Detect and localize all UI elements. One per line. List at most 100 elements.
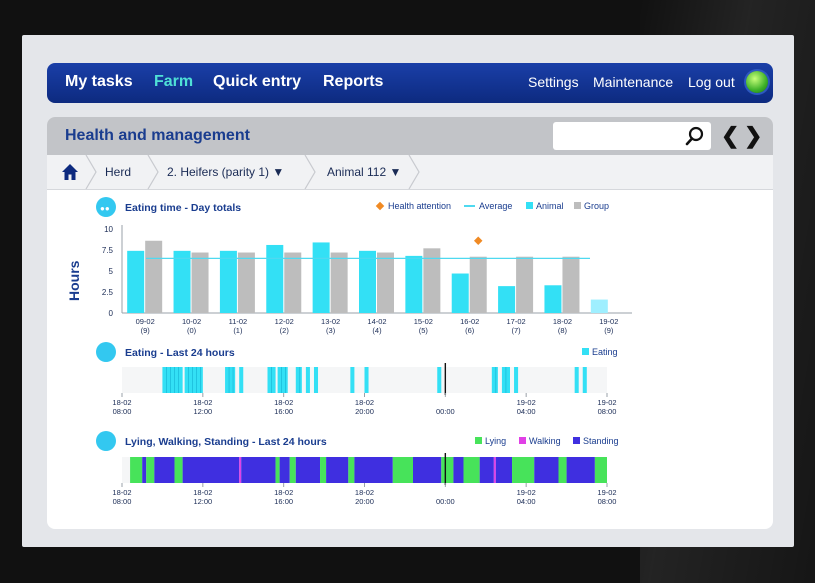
time-tick-date: 18-02 xyxy=(355,398,374,407)
x-tick-label: 09-02 xyxy=(136,317,155,326)
activity-segment-lying[interactable] xyxy=(146,457,155,483)
activity-segment-lying[interactable] xyxy=(174,457,183,483)
animal-bar[interactable] xyxy=(312,242,330,313)
y-tick-label: 5 xyxy=(109,267,114,276)
eating-day-bars xyxy=(127,236,608,313)
time-tick-time: 12:00 xyxy=(193,497,212,506)
activity-segment-lying[interactable] xyxy=(558,457,567,483)
animal-bar[interactable] xyxy=(498,286,516,313)
activity-segment-lying[interactable] xyxy=(441,457,454,483)
eating-segment[interactable] xyxy=(277,367,288,393)
search-icon[interactable] xyxy=(685,126,705,146)
animal-bar[interactable] xyxy=(544,285,562,313)
activity-segment-standing[interactable] xyxy=(453,457,464,483)
legend-health-attention: Health attention xyxy=(375,201,451,211)
x-tick-label: 17-02 xyxy=(506,317,525,326)
y-tick-label: 7.5 xyxy=(102,246,114,255)
activity-segment-standing[interactable] xyxy=(154,457,175,483)
animal-bar[interactable] xyxy=(359,250,376,313)
breadcrumb-herd[interactable]: Herd xyxy=(105,165,132,179)
health-attention-marker[interactable] xyxy=(473,236,483,246)
group-bar[interactable] xyxy=(145,240,163,313)
group-bar[interactable] xyxy=(423,248,441,313)
home-icon[interactable] xyxy=(61,163,79,181)
nav-farm[interactable]: Farm xyxy=(154,73,194,90)
group-bar[interactable] xyxy=(330,252,348,313)
time-tick-time: 12:00 xyxy=(193,407,212,416)
activity-segment-lying[interactable] xyxy=(275,457,280,483)
activity-segment-lying[interactable] xyxy=(512,457,535,483)
animal-bar[interactable] xyxy=(590,299,608,313)
group-bar[interactable] xyxy=(237,252,255,313)
activity-segment-walking[interactable] xyxy=(493,457,496,483)
eating-segment[interactable] xyxy=(514,367,519,393)
activity-segment-standing[interactable] xyxy=(182,457,240,483)
cow-icon xyxy=(96,197,116,217)
time-tick-date: 18-02 xyxy=(193,398,212,407)
eating-segment[interactable] xyxy=(574,367,579,393)
time-tick-time: 04:00 xyxy=(517,407,536,416)
activity-segment-standing[interactable] xyxy=(295,457,321,483)
breadcrumb-separator xyxy=(147,155,159,189)
animal-bar[interactable] xyxy=(127,250,145,313)
activity-segment-standing[interactable] xyxy=(413,457,442,483)
activity-segment-lying[interactable] xyxy=(348,457,355,483)
nav-quick-entry[interactable]: Quick entry xyxy=(213,73,302,90)
search-input[interactable] xyxy=(553,122,711,150)
nav-log-out[interactable]: Log out xyxy=(688,74,735,90)
activity-segment-lying[interactable] xyxy=(392,457,413,483)
animal-bar[interactable] xyxy=(405,255,423,313)
group-bar[interactable] xyxy=(284,252,302,313)
eating-segment[interactable] xyxy=(364,367,369,393)
eating-segment[interactable] xyxy=(239,367,244,393)
eating-segment[interactable] xyxy=(295,367,302,393)
breadcrumb-animal-dropdown[interactable]: Animal 112 ▼ xyxy=(327,165,402,179)
activity-segment-lying[interactable] xyxy=(594,457,607,483)
eating-segment[interactable] xyxy=(313,367,319,393)
previous-arrow-icon[interactable]: ❮ xyxy=(721,123,740,148)
group-bar[interactable] xyxy=(377,252,394,313)
eating-segment[interactable] xyxy=(184,367,203,393)
animal-bar[interactable] xyxy=(451,273,469,313)
time-tick-time: 08:00 xyxy=(598,497,617,506)
y-tick-label: 0 xyxy=(109,309,114,318)
animal-bar[interactable] xyxy=(173,250,191,313)
nav-maintenance[interactable]: Maintenance xyxy=(593,74,674,90)
breadcrumb-heifers-dropdown[interactable]: 2. Heifers (parity 1) ▼ xyxy=(167,165,285,179)
activity-segment-standing[interactable] xyxy=(279,457,290,483)
eating-segment[interactable] xyxy=(225,367,236,393)
breadcrumb-separator xyxy=(85,155,97,189)
activity-segment-lying[interactable] xyxy=(130,457,143,483)
breadcrumb-separator xyxy=(408,155,420,189)
group-bar[interactable] xyxy=(562,256,580,313)
activity-segment-lying[interactable] xyxy=(320,457,327,483)
activity-segment-lying[interactable] xyxy=(289,457,296,483)
activity-segment-walking[interactable] xyxy=(239,457,242,483)
next-arrow-icon[interactable]: ❯ xyxy=(744,123,763,148)
time-tick-date: 18-02 xyxy=(274,488,293,497)
activity-segment-standing[interactable] xyxy=(142,457,147,483)
activity-segment-standing[interactable] xyxy=(354,457,393,483)
nav-reports[interactable]: Reports xyxy=(323,73,384,90)
eating-segment[interactable] xyxy=(582,367,587,393)
activity-segment-standing[interactable] xyxy=(326,457,349,483)
activity-segment-standing[interactable] xyxy=(566,457,595,483)
nav-my-tasks[interactable]: My tasks xyxy=(65,73,133,90)
eating-segment[interactable] xyxy=(491,367,498,393)
activity-segment-lying[interactable] xyxy=(463,457,480,483)
activity-segment-standing[interactable] xyxy=(241,457,276,483)
group-bar[interactable] xyxy=(191,252,209,313)
group-bar[interactable] xyxy=(516,256,534,313)
activity-segment-standing[interactable] xyxy=(479,457,494,483)
animal-bar[interactable] xyxy=(219,250,237,313)
nav-settings[interactable]: Settings xyxy=(528,74,579,90)
animal-bar[interactable] xyxy=(266,244,284,313)
eating-segment[interactable] xyxy=(437,367,442,393)
activity-segment-standing[interactable] xyxy=(534,457,559,483)
eating-segment[interactable] xyxy=(350,367,355,393)
eating-segment[interactable] xyxy=(305,367,310,393)
globe-icon[interactable] xyxy=(746,71,768,93)
group-bar[interactable] xyxy=(469,256,487,313)
activity-segment-standing[interactable] xyxy=(495,457,513,483)
eating-segment[interactable] xyxy=(162,367,183,393)
